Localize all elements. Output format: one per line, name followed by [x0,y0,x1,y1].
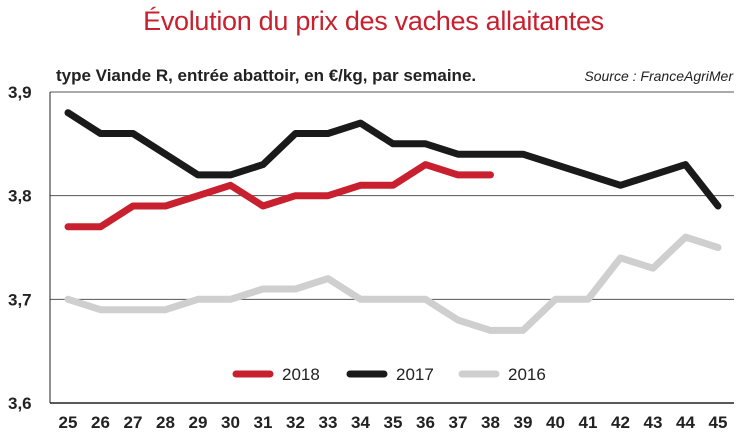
chart-title: Évolution du prix des vaches allaitantes [143,6,604,36]
chart-subtitle: type Viande R, entrée abattoir, en €/kg,… [56,66,477,85]
x-tick-label: 29 [189,413,208,432]
x-tick-label: 32 [286,413,305,432]
x-tick-label: 31 [254,413,273,432]
series-line-2017 [64,109,722,210]
x-tick-label: 33 [319,413,338,432]
y-tick-label: 3,7 [8,290,32,309]
legend: 2018 2017 2016 [232,365,546,384]
x-tick-label: 34 [351,413,370,432]
x-tick-label: 42 [611,413,630,432]
x-tick-label: 41 [579,413,598,432]
legend-label-2017: 2017 [396,365,434,384]
y-tick-label: 3,6 [8,394,32,413]
x-tick-label: 35 [384,413,403,432]
x-tick-label: 28 [156,413,175,432]
x-tick-label: 39 [514,413,533,432]
x-tick-label: 45 [709,413,728,432]
series-lines [64,109,722,334]
series-line-2016 [64,233,722,334]
y-tick-label: 3,8 [8,187,32,206]
y-tick-labels: 3,6 3,7 3,8 3,9 [8,83,32,413]
grid-lines [49,91,734,404]
x-tick-label: 44 [676,413,695,432]
x-tick-label: 36 [416,413,435,432]
chart-source: Source : FranceAgriMer [584,68,733,84]
x-tick-label: 38 [481,413,500,432]
x-tick-label: 26 [91,413,110,432]
legend-label-2018: 2018 [282,365,320,384]
y-tick-label: 3,9 [8,83,32,102]
x-tick-label: 27 [124,413,143,432]
x-tick-label: 37 [449,413,468,432]
x-tick-label: 43 [644,413,663,432]
x-tick-label: 25 [59,413,78,432]
x-tick-labels: 25 26 27 28 29 30 31 32 33 34 35 36 37 38 39 40 41 42 43 44… [59,413,728,432]
legend-label-2016: 2016 [508,365,546,384]
x-tick-label: 40 [546,413,565,432]
x-tick-label: 30 [221,413,240,432]
series-line-2018 [64,161,494,231]
